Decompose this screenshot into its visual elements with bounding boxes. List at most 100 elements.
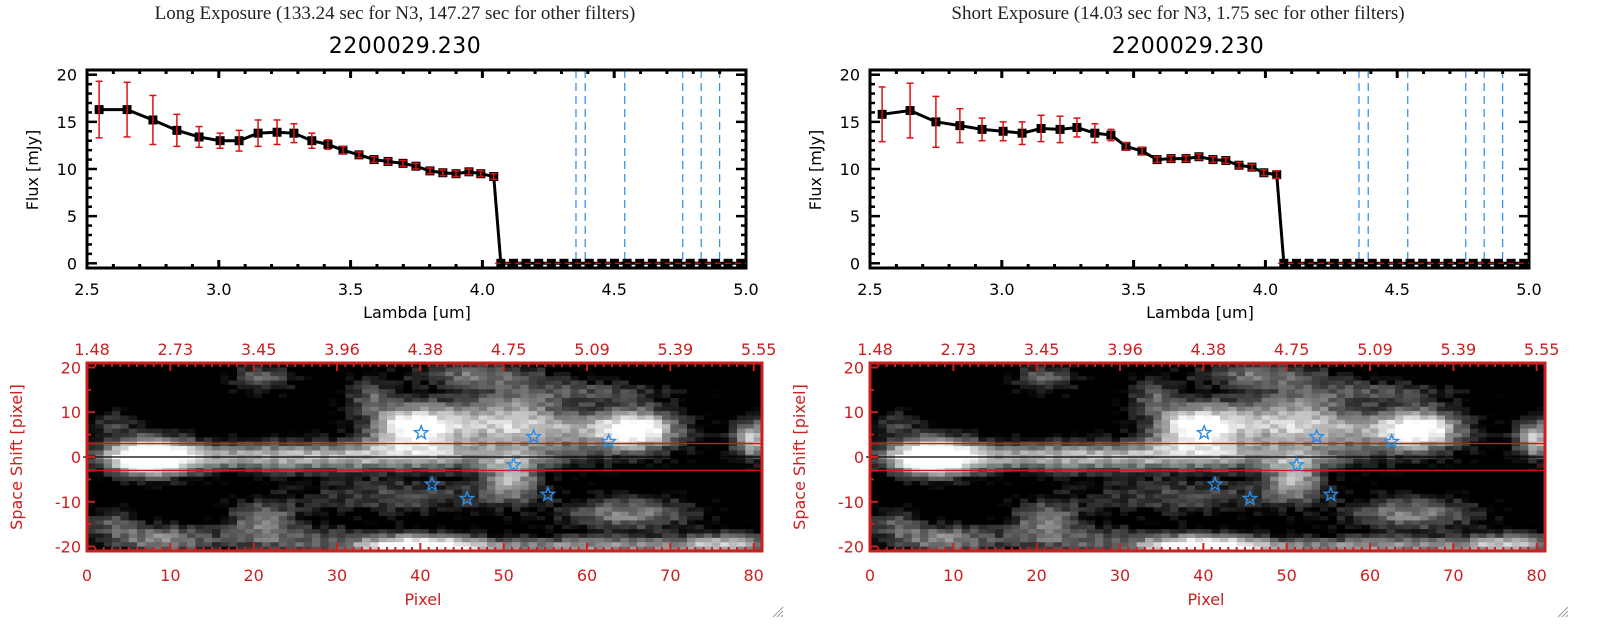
image-pixel xyxy=(178,463,188,469)
y-tick-label: 20 xyxy=(61,358,81,377)
image-pixel xyxy=(245,507,255,513)
image-pixel xyxy=(353,437,363,443)
image-pixel xyxy=(253,516,263,521)
image-pixel xyxy=(512,446,521,452)
image-pixel xyxy=(587,415,596,421)
image-pixel xyxy=(478,476,488,482)
image-pixel xyxy=(362,432,371,438)
image-pixel xyxy=(1036,397,1046,403)
image-pixel xyxy=(403,389,413,395)
image-pixel xyxy=(162,520,171,526)
image-pixel xyxy=(370,542,380,548)
image-pixel xyxy=(1436,380,1446,386)
image-pixel xyxy=(145,397,155,403)
image-pixel xyxy=(495,498,505,504)
image-pixel xyxy=(478,446,488,452)
image-pixel xyxy=(578,411,588,417)
image-pixel xyxy=(595,516,605,521)
image-pixel xyxy=(645,485,655,491)
image-pixel xyxy=(886,380,896,386)
image-pixel xyxy=(587,489,596,495)
image-pixel xyxy=(503,546,513,552)
image-pixel xyxy=(287,376,296,382)
image-pixel xyxy=(228,371,238,377)
image-pixel xyxy=(287,537,296,543)
image-pixel xyxy=(495,546,505,552)
image-pixel xyxy=(562,424,571,430)
image-pixel xyxy=(545,494,555,500)
image-pixel xyxy=(653,446,663,452)
image-pixel xyxy=(1453,380,1463,386)
image-pixel xyxy=(462,450,471,456)
image-pixel xyxy=(312,432,321,438)
image-pixel xyxy=(870,384,879,390)
image-pixel xyxy=(503,524,513,530)
image-pixel xyxy=(1236,367,1246,373)
image-pixel xyxy=(1145,380,1154,386)
image-pixel xyxy=(187,542,196,548)
image-pixel xyxy=(212,389,221,395)
image-pixel xyxy=(637,546,646,552)
image-pixel xyxy=(203,507,213,513)
image-pixel xyxy=(487,463,496,469)
image-pixel xyxy=(137,542,146,548)
image-pixel xyxy=(212,419,221,425)
image-pixel xyxy=(662,485,671,491)
image-pixel xyxy=(1036,389,1046,395)
image-pixel xyxy=(1028,380,1038,386)
image-pixel xyxy=(653,507,663,513)
image-pixel xyxy=(737,485,746,491)
image-pixel xyxy=(245,489,255,495)
image-pixel xyxy=(578,428,588,434)
image-pixel xyxy=(153,489,163,495)
image-pixel xyxy=(1453,384,1463,390)
image-pixel xyxy=(1361,389,1371,395)
image-pixel xyxy=(370,411,380,417)
image-pixel xyxy=(445,406,455,412)
image-pixel xyxy=(220,419,230,425)
image-pixel xyxy=(1461,371,1471,377)
image-pixel xyxy=(587,380,596,386)
image-pixel xyxy=(753,367,763,373)
image-pixel xyxy=(128,542,138,548)
image-pixel xyxy=(1086,367,1096,373)
image-pixel xyxy=(528,494,538,500)
image-pixel xyxy=(503,363,513,368)
image-pixel xyxy=(1295,389,1304,395)
image-pixel xyxy=(745,411,755,417)
image-pixel xyxy=(1478,380,1488,386)
image-pixel xyxy=(195,511,205,517)
image-pixel xyxy=(745,489,755,495)
image-pixel xyxy=(603,498,613,504)
image-pixel xyxy=(653,459,663,465)
image-pixel xyxy=(603,371,613,377)
image-pixel xyxy=(720,402,730,408)
image-pixel xyxy=(445,415,455,421)
image-pixel xyxy=(312,428,321,434)
image-pixel xyxy=(120,476,130,482)
image-pixel xyxy=(645,384,655,390)
error-bar xyxy=(1018,121,1026,146)
image-pixel xyxy=(437,380,446,386)
image-pixel xyxy=(237,432,246,438)
image-pixel xyxy=(203,481,213,487)
image-pixel xyxy=(720,376,730,382)
image-pixel xyxy=(703,485,713,491)
image-pixel xyxy=(128,481,138,487)
image-pixel xyxy=(420,463,430,469)
image-pixel xyxy=(737,481,746,487)
image-pixel xyxy=(1228,384,1238,390)
image-pixel xyxy=(462,476,471,482)
image-pixel xyxy=(1161,363,1171,368)
image-pixel xyxy=(712,389,721,395)
image-pixel xyxy=(203,402,213,408)
image-pixel xyxy=(403,450,413,456)
image-pixel xyxy=(878,393,888,399)
image-pixel xyxy=(637,393,646,399)
image-pixel xyxy=(528,380,538,386)
resize-grip-icon[interactable] xyxy=(770,604,784,618)
image-pixel xyxy=(1445,371,1454,377)
image-pixel xyxy=(428,459,438,465)
image-pixel xyxy=(1328,367,1338,373)
y-tick-label: 5 xyxy=(850,207,860,226)
